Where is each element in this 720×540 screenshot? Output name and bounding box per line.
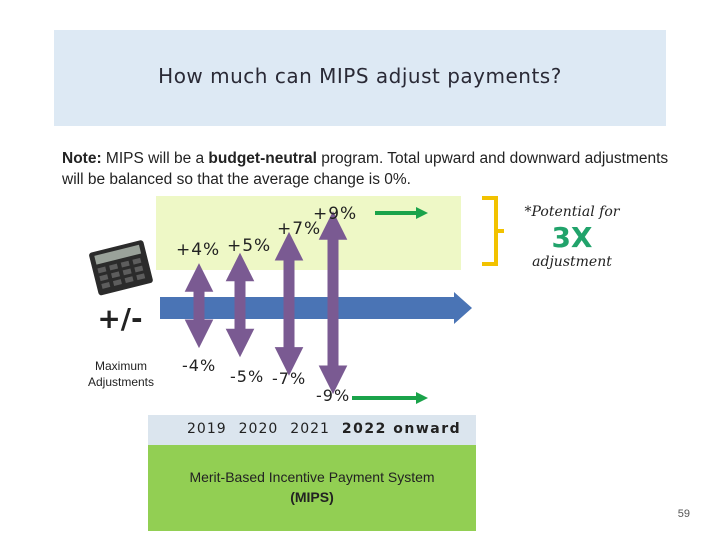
- down-label-2021: -7%: [272, 369, 307, 388]
- upward-band: [156, 196, 461, 270]
- callout-bracket: [482, 196, 504, 266]
- year-label: 2021: [290, 421, 330, 437]
- page-title: How much can MIPS adjust payments?: [158, 64, 562, 88]
- year-label: 2022 onward: [341, 421, 462, 437]
- calculator-icon: [89, 240, 153, 296]
- year-axis: 2019 2020 2021 2022 onward: [187, 421, 473, 437]
- up-label-2022: +9%: [313, 204, 358, 224]
- mips-band: [148, 445, 476, 531]
- note-text-1: MIPS will be a: [101, 150, 209, 167]
- mips-caption: Merit-Based Incentive Payment System (MI…: [148, 467, 476, 507]
- page-number: 59: [677, 508, 690, 520]
- note-emphasis: budget-neutral: [208, 150, 317, 167]
- down-label-2022: -9%: [316, 386, 351, 405]
- callout-line-2: adjustment: [532, 254, 612, 270]
- callout-multiplier: 3X: [551, 221, 593, 254]
- timeline-arrow: [160, 292, 472, 324]
- mips-abbreviation: (MIPS): [290, 489, 334, 505]
- up-label-2021: +7%: [277, 219, 322, 239]
- max-adjustments-caption: Maximum Adjustments: [87, 359, 155, 389]
- title-band: How much can MIPS adjust payments?: [54, 30, 666, 126]
- down-label-2019: -4%: [182, 356, 217, 375]
- note-paragraph: Note: MIPS will be a budget-neutral prog…: [62, 148, 672, 190]
- callout-line-1: *Potential for: [524, 204, 620, 220]
- down-label-2020: -5%: [230, 367, 265, 386]
- year-axis-band: [148, 415, 476, 445]
- mips-full-name: Merit-Based Incentive Payment System: [189, 469, 435, 485]
- extra-downward-arrow: [352, 392, 428, 404]
- year-label: 2020: [238, 421, 279, 437]
- adjustment-arrows: [184, 211, 348, 395]
- extra-upward-arrow: [375, 207, 428, 219]
- up-label-2020: +5%: [227, 236, 272, 256]
- note-text-2: program. Total upward and downward adjus…: [62, 150, 669, 188]
- note-label: Note:: [62, 150, 102, 167]
- year-label: 2019: [187, 421, 227, 437]
- up-label-2019: +4%: [176, 240, 221, 260]
- plus-minus-symbol: +/-: [97, 302, 143, 335]
